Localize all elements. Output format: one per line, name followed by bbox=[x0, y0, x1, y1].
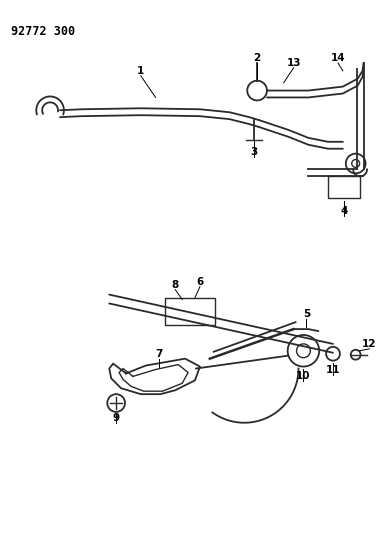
Text: 92772 300: 92772 300 bbox=[11, 26, 75, 38]
Text: 3: 3 bbox=[250, 147, 258, 157]
Text: 1: 1 bbox=[137, 66, 144, 76]
Text: 6: 6 bbox=[196, 277, 204, 287]
Text: 14: 14 bbox=[331, 53, 345, 63]
Bar bbox=[328, 176, 360, 198]
Text: 2: 2 bbox=[254, 53, 261, 63]
Text: 12: 12 bbox=[362, 339, 377, 349]
Text: 13: 13 bbox=[286, 58, 301, 68]
Text: 8: 8 bbox=[172, 280, 179, 290]
Text: 11: 11 bbox=[326, 366, 340, 375]
Text: 4: 4 bbox=[340, 206, 347, 216]
Text: 9: 9 bbox=[113, 413, 120, 423]
Text: 5: 5 bbox=[303, 309, 310, 319]
Text: 7: 7 bbox=[155, 349, 162, 359]
Text: 10: 10 bbox=[296, 372, 311, 382]
Bar bbox=[165, 297, 215, 325]
